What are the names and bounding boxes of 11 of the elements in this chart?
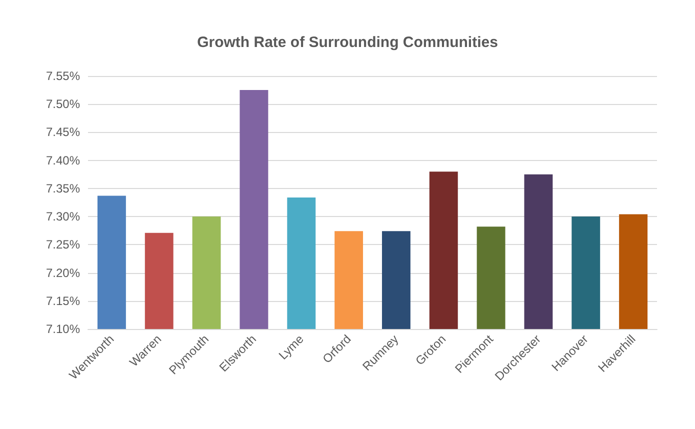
- y-tick-label: 7.25%: [46, 238, 80, 252]
- y-tick-label: 7.10%: [46, 322, 80, 336]
- y-tick-label: 7.20%: [46, 266, 80, 280]
- y-tick-label: 7.15%: [46, 294, 80, 308]
- y-tick-label: 7.50%: [46, 97, 80, 112]
- y-tick-label: 7.45%: [46, 125, 80, 140]
- y-tick-label: 7.35%: [46, 181, 80, 196]
- y-tick-label: 7.30%: [46, 210, 80, 224]
- y-tick-label: 7.40%: [46, 153, 80, 168]
- chart-title: Growth Rate of Surrounding Communities: [197, 34, 498, 51]
- y-tick-label: 7.55%: [46, 69, 80, 83]
